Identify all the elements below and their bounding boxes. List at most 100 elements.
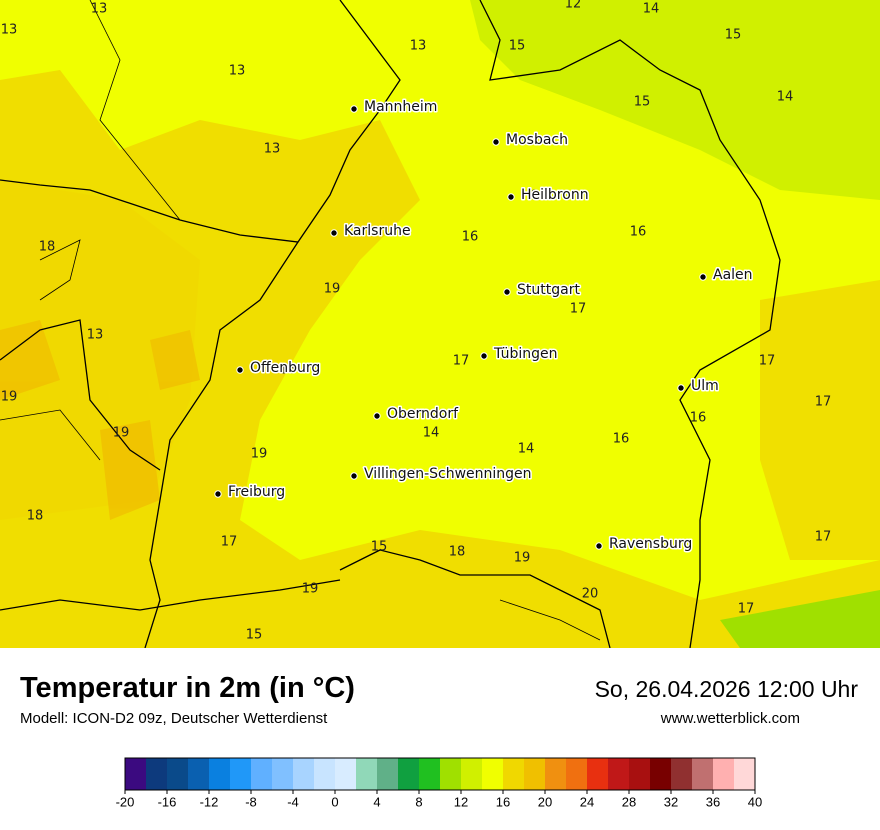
temperature-label: 12 <box>565 0 582 12</box>
temperature-label: 20 <box>582 587 599 602</box>
color-swatch <box>209 758 231 790</box>
district-borders <box>0 0 601 641</box>
city-label: Mosbach <box>506 132 568 148</box>
city-dot <box>503 288 511 296</box>
website: www.wetterblick.com <box>660 710 800 727</box>
tick-label: 12 <box>454 794 468 809</box>
tick-label: -4 <box>287 794 299 809</box>
temperature-label: 15 <box>725 28 742 43</box>
color-swatch <box>503 758 525 790</box>
color-swatch <box>377 758 399 790</box>
colorbar: -20 -16 -12 -8 -4 0 4 8 12 16 20 24 28 32 36 40 <box>116 757 762 809</box>
color-swatch <box>671 758 693 790</box>
color-swatch <box>734 758 756 790</box>
city-labels: Mannheim Mosbach Heilbronn Karlsruhe Aalen St… <box>214 98 754 554</box>
temperature-label: 13 <box>229 64 246 79</box>
title: Temperatur in 2m (in °C) <box>20 672 355 704</box>
city-label: Villingen-Schwenningen <box>364 466 532 482</box>
city-label: Stuttgart <box>517 282 580 298</box>
temperature-label: 17 <box>815 395 832 410</box>
color-swatch <box>566 758 588 790</box>
tick-label: 4 <box>373 794 380 809</box>
tick-label: 28 <box>622 794 636 809</box>
tick-label: 40 <box>748 794 762 809</box>
color-swatch <box>713 758 735 790</box>
temperature-label: 15 <box>280 363 297 378</box>
tick-label: 16 <box>496 794 510 809</box>
color-swatch <box>461 758 483 790</box>
tick-label: 24 <box>580 794 594 809</box>
city-label: Ulm <box>691 378 719 394</box>
warm-areas <box>0 70 880 648</box>
color-swatch <box>482 758 504 790</box>
city-label: Karlsruhe <box>344 223 411 239</box>
city-dot <box>595 542 603 550</box>
tick-label: -20 <box>116 794 135 809</box>
color-swatch <box>524 758 546 790</box>
color-swatch <box>146 758 168 790</box>
temperature-label: 17 <box>815 530 832 545</box>
temperature-label: 16 <box>462 230 479 245</box>
temperature-label: 18 <box>449 545 466 560</box>
color-swatch <box>629 758 651 790</box>
color-swatch <box>692 758 714 790</box>
temperature-label: 17 <box>759 354 776 369</box>
temperature-label: 17 <box>453 354 470 369</box>
temperature-label: 15 <box>246 628 263 643</box>
tick-label: 20 <box>538 794 552 809</box>
temperature-label: 19 <box>1 390 18 405</box>
city-label: Mannheim <box>364 99 437 115</box>
color-swatch <box>314 758 336 790</box>
color-swatch <box>293 758 315 790</box>
borders <box>0 0 781 648</box>
color-swatch <box>125 758 147 790</box>
temperature-label: 13 <box>410 39 427 54</box>
color-swatch <box>650 758 672 790</box>
city-dot <box>330 229 338 237</box>
tick-label: -16 <box>158 794 177 809</box>
color-swatch <box>356 758 378 790</box>
color-swatch <box>230 758 252 790</box>
color-swatch <box>545 758 567 790</box>
city-label: Ravensburg <box>609 536 692 552</box>
color-swatch <box>608 758 630 790</box>
city-dot <box>677 384 685 392</box>
temperature-label: 16 <box>690 411 707 426</box>
tick-label: -8 <box>245 794 257 809</box>
temperature-label: 13 <box>264 142 281 157</box>
temperature-label: 14 <box>643 2 660 17</box>
city-label: Oberndorf <box>387 406 459 422</box>
temperature-label: 13 <box>87 328 104 343</box>
temperature-label: 19 <box>302 582 319 597</box>
temperature-label: 19 <box>324 282 341 297</box>
temperature-labels: 13 12 14 13 13 15 15 13 15 14 13 16 18 16 16 19 17 13 17 15… <box>1 0 832 643</box>
tick-label: 32 <box>664 794 678 809</box>
temperature-label: 16 <box>630 225 647 240</box>
tick-label: -12 <box>200 794 219 809</box>
tick-label: 8 <box>415 794 422 809</box>
temperature-label: 13 <box>1 23 18 38</box>
color-swatch <box>419 758 441 790</box>
footer: Temperatur in 2m (in °C) Modell: ICON-D2… <box>0 648 880 830</box>
city-dot <box>699 273 707 281</box>
hot-spots <box>0 320 200 520</box>
temperature-label: 19 <box>113 426 130 441</box>
temperature-label: 17 <box>570 302 587 317</box>
temperature-label: 15 <box>634 95 651 110</box>
city-dot <box>480 352 488 360</box>
temperature-label: 19 <box>514 551 531 566</box>
city-label: Freiburg <box>228 484 285 500</box>
colorbar-frame <box>124 757 756 791</box>
color-swatch <box>440 758 462 790</box>
temperature-label: 15 <box>509 39 526 54</box>
city-dot <box>350 105 358 113</box>
tick-label: 36 <box>706 794 720 809</box>
color-swatch <box>335 758 357 790</box>
color-swatch <box>587 758 609 790</box>
city-dot <box>507 193 515 201</box>
subtitle: Modell: ICON-D2 09z, Deutscher Wetterdie… <box>20 710 328 727</box>
temperature-label: 14 <box>777 90 794 105</box>
color-swatch <box>251 758 273 790</box>
city-label: Offenburg <box>250 360 320 376</box>
